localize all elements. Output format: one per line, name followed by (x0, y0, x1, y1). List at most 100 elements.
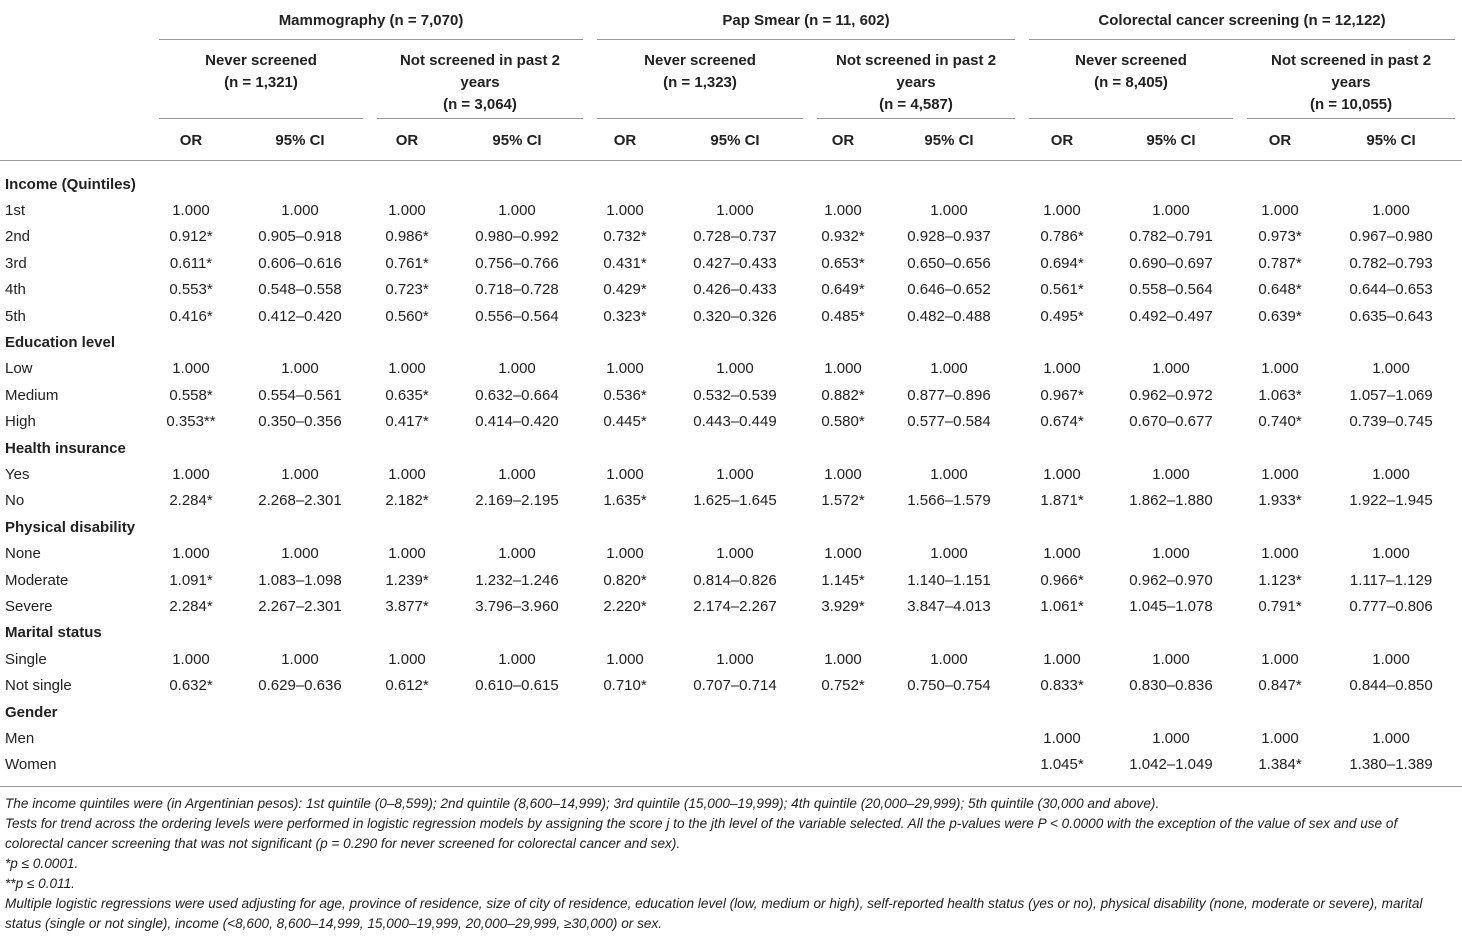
row-label: Low (5, 360, 33, 378)
ci-cell: 0.635–0.643 (1349, 307, 1433, 325)
empty-cell (444, 725, 590, 751)
data-row: 4th 0.553* 0.548–0.558 0.723* 0.718–0.728 0.4… (0, 277, 1462, 303)
table-end (0, 777, 1462, 787)
ci-cell: 1.000 (1372, 360, 1410, 378)
empty-cell (230, 725, 370, 751)
empty-cell (444, 752, 590, 778)
subgroup-header: Not screened in past 2 years (n = 10,055) (1240, 40, 1462, 120)
footnote: **p ≤ 0.011. (5, 875, 75, 891)
ci-cell: 1.000 (930, 545, 968, 563)
section-row: Income (Quintiles) (0, 171, 1462, 197)
ci-cell: 0.492–0.497 (1129, 307, 1213, 325)
ci-cell: 0.554–0.561 (258, 386, 342, 404)
ci-cell: 1.000 (930, 465, 968, 483)
section-row: Physical disability (0, 514, 1462, 540)
ci-cell: 3.847–4.013 (907, 597, 991, 615)
group-header: Mammography (n = 7,070) (152, 0, 590, 40)
ci-cell: 1.000 (1372, 545, 1410, 563)
or-cell: 1.000 (1043, 360, 1081, 378)
or-cell: 1.000 (606, 545, 644, 563)
or-cell: 0.431* (603, 254, 647, 272)
ci-cell: 1.083–1.098 (258, 571, 342, 589)
or-cell: 1.063* (1258, 386, 1302, 404)
or-cell: 1.635* (603, 492, 647, 510)
column-header: 95% CI (660, 120, 811, 161)
or-cell: 1.000 (172, 465, 210, 483)
empty-cell (876, 752, 1022, 778)
ci-cell: 0.548–0.558 (258, 281, 342, 299)
or-cell: 1.000 (172, 545, 210, 563)
ci-cell: 1.000 (498, 650, 536, 668)
or-cell: 1.000 (1261, 729, 1299, 747)
section-label: Marital status (5, 624, 102, 642)
section-label: Gender (5, 703, 58, 721)
data-row: 3rd 0.611* 0.606–0.616 0.761* 0.756–0.766 0.4… (0, 250, 1462, 276)
empty-cell (810, 752, 876, 778)
data-row: Men 1.000 1.000 1.000 1.000 (0, 725, 1462, 751)
column-header: 95% CI (1102, 120, 1241, 161)
ci-cell: 1.042–1.049 (1129, 756, 1213, 774)
row-label: Not single (5, 677, 72, 695)
ci-cell: 2.174–2.267 (693, 597, 777, 615)
ci-cell: 1.380–1.389 (1349, 756, 1433, 774)
empty-cell (660, 752, 810, 778)
ci-cell: 1.000 (716, 202, 754, 220)
or-cell: 1.000 (606, 202, 644, 220)
data-row: 2nd 0.912* 0.905–0.918 0.986* 0.980–0.992 0.7… (0, 224, 1462, 250)
section-label: Health insurance (5, 439, 126, 457)
or-cell: 0.973* (1258, 228, 1302, 246)
subgroup-header: Not screened in past 2 years (n = 4,587) (810, 40, 1022, 120)
ci-cell: 0.670–0.677 (1129, 413, 1213, 431)
or-cell: 0.323* (603, 307, 647, 325)
or-cell: 1.000 (824, 465, 862, 483)
ci-cell: 0.739–0.745 (1349, 413, 1433, 431)
subgroup-title: Never screened (n = 1,323) (597, 40, 804, 119)
empty-cell (590, 725, 660, 751)
subgroup-line: Not screened in past 2 (399, 52, 561, 69)
column-header: OR (1240, 120, 1321, 161)
column-header: 95% CI (1320, 120, 1462, 161)
or-cell: 1.061* (1040, 597, 1084, 615)
ci-cell: 0.629–0.636 (258, 677, 342, 695)
ci-cell: 0.414–0.420 (475, 413, 559, 431)
column-header: OR (810, 120, 877, 161)
ci-cell: 1.000 (1152, 729, 1190, 747)
data-row: Low 1.000 1.000 1.000 1.000 1.000 1.000 1.000 1.… (0, 356, 1462, 382)
subgroup-title: Not screened in past 2 years (n = 3,064) (377, 40, 584, 119)
subgroup-header: Never screened (n = 1,323) (590, 40, 810, 120)
or-cell: 1.000 (1043, 202, 1081, 220)
ci-cell: 0.877–0.896 (907, 386, 991, 404)
or-cell: 0.648* (1258, 281, 1302, 299)
data-row: 1st 1.000 1.000 1.000 1.000 1.000 1.000 1.000 1.… (0, 197, 1462, 223)
or-cell: 1.000 (388, 202, 426, 220)
or-cell: 3.877* (385, 597, 429, 615)
ci-cell: 1.000 (1152, 465, 1190, 483)
or-cell: 1.045* (1040, 756, 1084, 774)
group-title: Colorectal cancer screening (n = 12,122) (1029, 0, 1456, 40)
ci-cell: 1.625–1.645 (693, 492, 777, 510)
ci-cell: 1.000 (498, 545, 536, 563)
row-label: Women (5, 756, 57, 774)
subgroup-title: Never screened (n = 1,321) (159, 40, 363, 119)
row-label: None (5, 545, 41, 563)
or-cell: 0.932* (821, 228, 865, 246)
or-cell: 2.220* (603, 597, 647, 615)
or-cell: 1.239* (385, 571, 429, 589)
ci-cell: 1.000 (281, 650, 319, 668)
row-label: Single (5, 650, 47, 668)
results-table: Mammography (n = 7,070) Pap Smear (n = 11… (0, 0, 1462, 787)
or-cell: 0.986* (385, 228, 429, 246)
data-row: Not single 0.632* 0.629–0.636 0.612* 0.610–0… (0, 672, 1462, 698)
empty-cell (230, 752, 370, 778)
or-cell: 0.967* (1040, 386, 1084, 404)
or-cell: 1.000 (1261, 360, 1299, 378)
or-cell: 0.740* (1258, 413, 1302, 431)
ci-cell: 0.610–0.615 (475, 677, 559, 695)
data-row: Moderate 1.091* 1.083–1.098 1.239* 1.232–1.2… (0, 567, 1462, 593)
or-cell: 1.000 (1261, 465, 1299, 483)
subgroup-title: Not screened in past 2 years (n = 10,055) (1247, 40, 1456, 119)
empty-cell (660, 725, 810, 751)
section-label: Income (Quintiles) (5, 175, 136, 193)
ci-cell: 0.577–0.584 (907, 413, 991, 431)
or-cell: 1.871* (1040, 492, 1084, 510)
